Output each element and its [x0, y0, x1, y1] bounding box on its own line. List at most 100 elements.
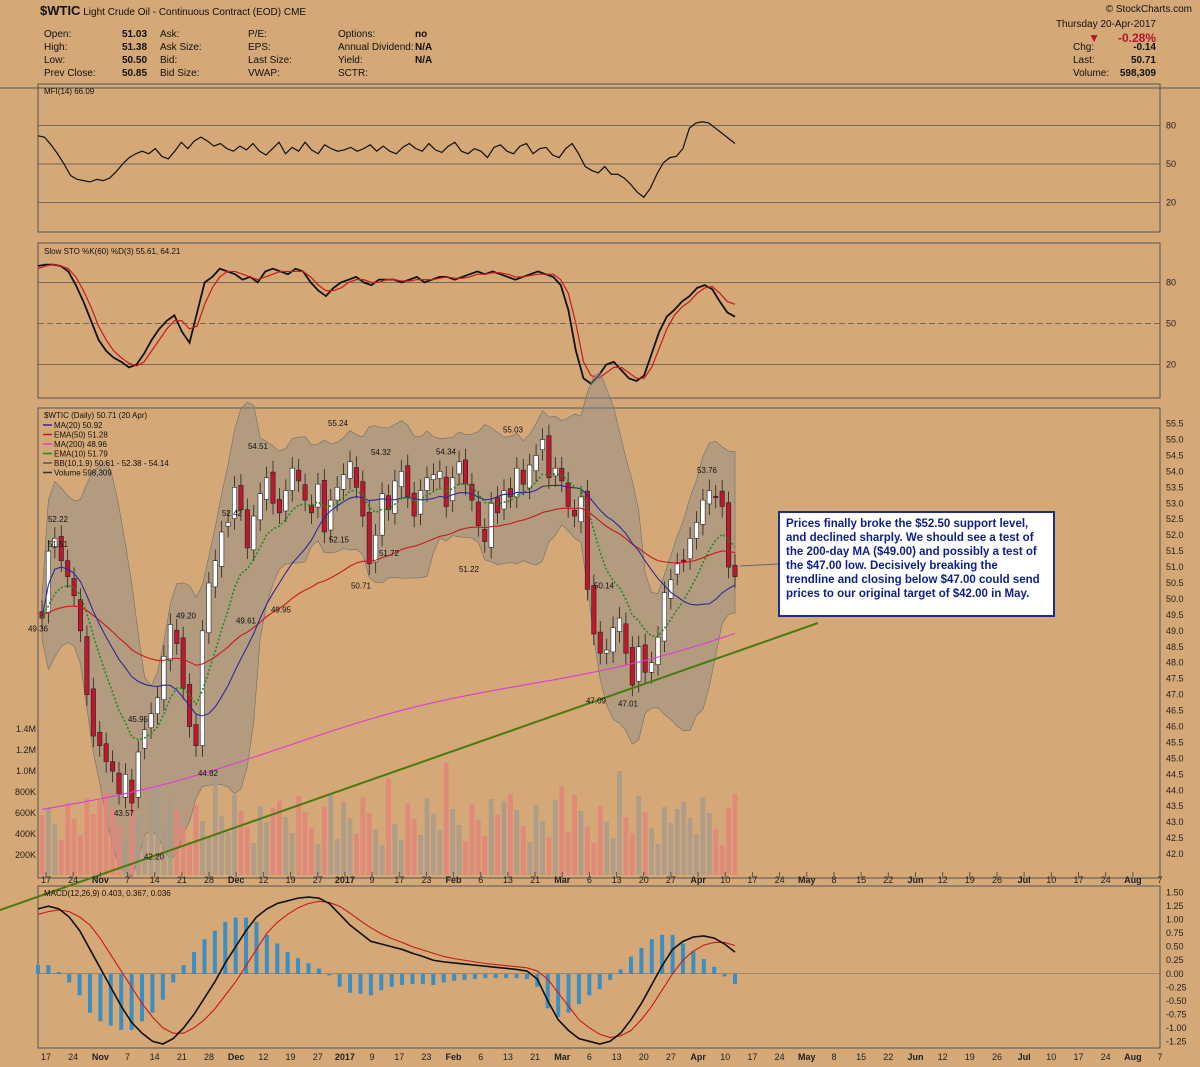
macd-hist-40 [452, 973, 457, 981]
quote-right-value-0: -0.14 [1133, 42, 1156, 53]
macd-ytick--0.5: -0.50 [1166, 996, 1187, 1006]
volume-bar-53 [379, 845, 385, 875]
quote-k3-3: VWAP: [248, 68, 280, 79]
macd-hist-34 [389, 973, 394, 987]
macd-hist-66 [722, 973, 727, 977]
xtick-27: 24 [775, 875, 785, 885]
candle-body-61 [430, 474, 436, 480]
volume-bar-57 [405, 803, 411, 875]
price-ytick-45: 45.0 [1166, 753, 1184, 763]
macd-hist-28 [327, 973, 332, 976]
volume-bar-50 [360, 797, 366, 875]
volume-bar-88 [604, 822, 610, 875]
quote-k3-2: Last Size: [248, 55, 292, 66]
volume-bar-46 [334, 839, 340, 875]
xtick-bottom-4: 14 [150, 1052, 160, 1062]
xtick-40: Aug [1124, 875, 1142, 885]
macd-hist-10 [140, 973, 145, 1022]
candle-body-33 [251, 515, 257, 551]
candle-body-28 [219, 531, 225, 567]
ma20-line [41, 484, 736, 717]
volume-bar-51 [366, 813, 372, 875]
xtick-7: Dec [228, 875, 245, 885]
price-ytick-53: 53.0 [1166, 498, 1184, 508]
quote-right-value-1: 50.71 [1130, 55, 1156, 66]
volume-bar-68 [475, 820, 481, 875]
candle-body-16 [142, 729, 148, 749]
volume-bar-7 [84, 798, 90, 875]
volume-bar-102 [694, 834, 699, 875]
candle-body-90 [616, 617, 622, 632]
macd-hist-59 [649, 939, 654, 974]
volume-bar-9 [97, 800, 103, 875]
volume-tick-0: 200K [15, 850, 36, 860]
volume-bar-96 [655, 844, 661, 875]
candle-body-7 [84, 636, 90, 695]
volume-bar-58 [411, 819, 417, 875]
xtick-30: 15 [856, 875, 866, 885]
mfi-ytick-80: 80 [1166, 121, 1176, 131]
xtick-18: 21 [530, 875, 540, 885]
price-ytick-47: 47.0 [1166, 690, 1184, 700]
volume-bar-14 [129, 804, 135, 875]
macd-hist-30 [348, 973, 353, 993]
candle-body-67 [469, 483, 475, 501]
xtick-bottom-8: 12 [258, 1052, 268, 1062]
candle-body-89 [610, 627, 616, 653]
low-label-5: 49.95 [271, 606, 292, 615]
volume-bar-3 [58, 840, 64, 875]
volume-bar-76 [527, 842, 533, 875]
macd-hist-56 [618, 969, 623, 974]
macd-hist-32 [368, 973, 373, 996]
candle-body-9 [97, 731, 103, 746]
xtick-34: 19 [965, 875, 975, 885]
price-ytick-43.5: 43.5 [1166, 801, 1184, 811]
macd-hist-17 [212, 930, 217, 974]
low-label-2: 42.20 [144, 853, 165, 862]
price-ytick-49: 49.0 [1166, 626, 1184, 636]
xtick-bottom-36: Jul [1018, 1052, 1031, 1062]
candle-body-19 [161, 656, 167, 701]
candle-body-93 [636, 646, 642, 682]
xtick-8: 12 [258, 875, 268, 885]
xtick-bottom-29: 8 [831, 1052, 836, 1062]
volume-bar-91 [623, 817, 629, 875]
quote-v1-3: 50.85 [122, 68, 148, 79]
macd-ytick-1.5: 1.50 [1166, 888, 1184, 898]
mfi-line [37, 121, 736, 199]
macd-hist-41 [462, 973, 467, 980]
quote-right-key-0: Chg: [1073, 42, 1095, 53]
macd-hist-9 [129, 973, 134, 1030]
volume-bar-1 [46, 808, 51, 875]
high-label-9: 55.03 [503, 426, 524, 435]
macd-ytick-1: 1.00 [1166, 915, 1184, 925]
volume-bar-55 [392, 824, 398, 875]
xtick-bottom-26: 17 [747, 1052, 757, 1062]
symbol-name: Light Crude Oil - Continuous Contract (E… [83, 7, 282, 18]
mfi-ytick-20: 20 [1166, 197, 1176, 207]
candle-body-59 [418, 490, 424, 515]
xtick-bottom-32: Jun [907, 1052, 923, 1062]
candle-body-74 [514, 467, 520, 498]
candle-body-100 [681, 559, 687, 562]
volume-bar-12 [116, 825, 122, 875]
macd-hist-33 [379, 973, 384, 991]
candle-body-83 [572, 510, 578, 517]
volume-bar-64 [450, 809, 456, 875]
candle-body-103 [700, 499, 706, 525]
low-label-4: 49.61 [236, 616, 257, 625]
price-ytick-49.5: 49.5 [1166, 610, 1184, 620]
xtick-bottom-16: 6 [478, 1052, 483, 1062]
volume-tick-3: 800K [15, 787, 36, 797]
xtick-bottom-37: 10 [1046, 1052, 1056, 1062]
volume-bar-33 [251, 843, 257, 875]
xtick-2: Nov [92, 875, 109, 885]
candle-body-79 [546, 435, 552, 479]
volume-bar-97 [662, 807, 667, 875]
candle-body-78 [539, 439, 545, 451]
macd-hist-5 [88, 973, 93, 1013]
xtick-bottom-6: 28 [204, 1052, 214, 1062]
quote-k2-1: Ask Size: [160, 42, 202, 53]
xtick-17: 13 [503, 875, 513, 885]
